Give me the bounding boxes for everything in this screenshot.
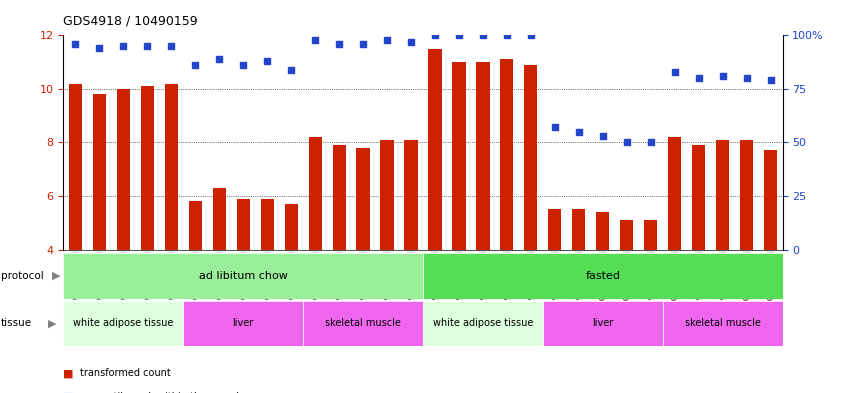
Bar (69, 84, 82, 250)
Bar (525, 65, 537, 250)
Bar (140, 86, 154, 250)
Point (356, 41, 370, 47)
Text: skeletal muscle: skeletal muscle (325, 318, 401, 328)
Bar (189, 201, 202, 250)
Point (452, 32, 465, 39)
Bar (93, 94, 106, 250)
Text: ■: ■ (63, 392, 74, 393)
Text: liver: liver (592, 318, 613, 328)
Bar (117, 89, 130, 250)
Text: ▶: ▶ (48, 318, 57, 328)
Bar (596, 212, 609, 250)
Point (284, 66, 298, 73)
Text: skeletal muscle: skeletal muscle (684, 318, 761, 328)
Point (764, 77, 777, 83)
Point (92, 45, 106, 51)
Point (476, 32, 490, 39)
Bar (453, 62, 465, 250)
Point (236, 62, 250, 68)
Point (140, 43, 154, 49)
Text: transformed count: transformed count (80, 368, 171, 378)
Point (524, 32, 537, 39)
Text: liver: liver (233, 318, 254, 328)
Point (716, 73, 729, 79)
Bar (500, 59, 514, 250)
Text: GDS4918 / 10490159: GDS4918 / 10490159 (63, 15, 198, 28)
Point (308, 37, 321, 43)
Text: protocol: protocol (1, 271, 44, 281)
Text: white adipose tissue: white adipose tissue (433, 318, 533, 328)
Bar (423, 253, 783, 299)
Point (189, 62, 202, 68)
Bar (63, 301, 184, 346)
Point (500, 32, 514, 39)
Text: percentile rank within the sample: percentile rank within the sample (80, 392, 245, 393)
Bar (620, 220, 634, 250)
Point (428, 32, 442, 39)
Bar (548, 209, 562, 250)
Bar (716, 140, 729, 250)
Text: tissue: tissue (1, 318, 32, 328)
Bar (63, 253, 423, 299)
Bar (662, 301, 783, 346)
Text: ad libitum chow: ad libitum chow (199, 271, 288, 281)
Point (572, 129, 585, 135)
Point (380, 37, 393, 43)
Bar (404, 140, 418, 250)
Text: white adipose tissue: white adipose tissue (74, 318, 173, 328)
Bar (543, 301, 662, 346)
Bar (692, 145, 706, 250)
Point (620, 139, 634, 145)
Bar (356, 148, 370, 250)
Text: ▶: ▶ (52, 271, 61, 281)
Bar (261, 199, 274, 250)
Bar (476, 62, 490, 250)
Point (164, 43, 178, 49)
Bar (668, 137, 681, 250)
Point (644, 139, 657, 145)
Bar (764, 151, 777, 250)
Text: ■: ■ (63, 368, 74, 378)
Point (117, 43, 130, 49)
Bar (381, 140, 393, 250)
Bar (423, 301, 543, 346)
Point (69, 41, 82, 47)
Bar (740, 140, 753, 250)
Point (739, 75, 753, 81)
Bar (303, 301, 423, 346)
Point (692, 75, 706, 81)
Bar (237, 199, 250, 250)
Bar (428, 49, 442, 250)
Point (596, 133, 609, 139)
Point (261, 58, 274, 64)
Point (332, 41, 346, 47)
Bar (165, 84, 178, 250)
Bar (572, 209, 585, 250)
Bar (644, 220, 657, 250)
Point (548, 124, 562, 130)
Point (212, 56, 226, 62)
Bar (212, 188, 226, 250)
Point (667, 69, 681, 75)
Bar (309, 137, 321, 250)
Point (404, 39, 418, 45)
Bar (284, 204, 298, 250)
Bar (332, 145, 346, 250)
Text: fasted: fasted (585, 271, 620, 281)
Bar (184, 301, 303, 346)
